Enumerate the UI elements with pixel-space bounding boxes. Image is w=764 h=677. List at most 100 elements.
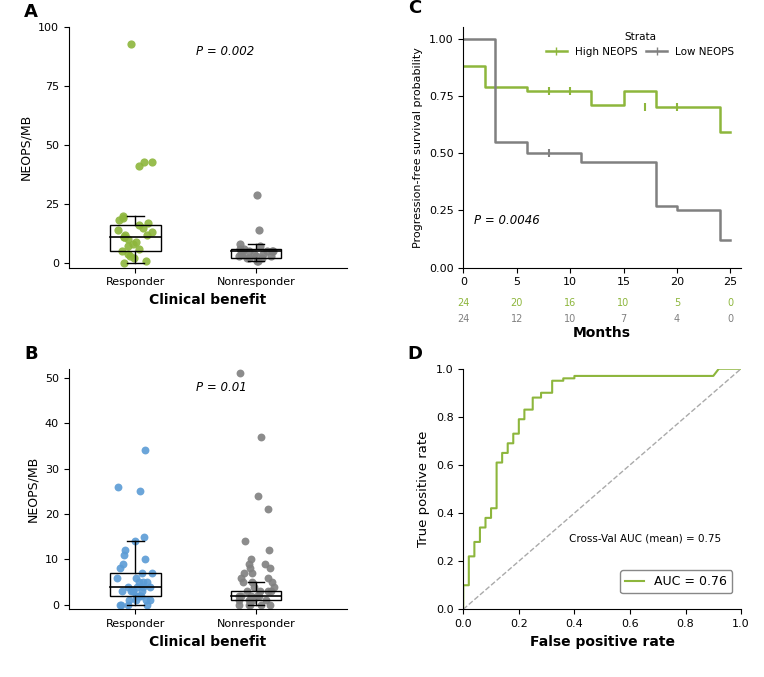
Legend: AUC = 0.76: AUC = 0.76 bbox=[620, 571, 732, 594]
X-axis label: Months: Months bbox=[573, 326, 631, 341]
Text: 24: 24 bbox=[457, 313, 469, 324]
Point bbox=[136, 567, 148, 578]
Point bbox=[264, 563, 276, 574]
Point bbox=[129, 536, 141, 546]
Point bbox=[235, 590, 247, 601]
Point bbox=[112, 225, 124, 236]
Point bbox=[135, 586, 147, 596]
Point bbox=[144, 595, 156, 606]
Point bbox=[264, 599, 276, 610]
Point bbox=[234, 239, 246, 250]
Point bbox=[116, 586, 128, 596]
Point bbox=[254, 586, 266, 596]
Point bbox=[115, 599, 128, 610]
Text: 10: 10 bbox=[564, 313, 576, 324]
Point bbox=[238, 243, 250, 254]
Point bbox=[263, 545, 275, 556]
Point bbox=[130, 236, 142, 247]
Point bbox=[241, 586, 253, 596]
Point bbox=[145, 156, 157, 167]
Text: 5: 5 bbox=[674, 299, 680, 308]
Text: A: A bbox=[24, 3, 38, 22]
Point bbox=[233, 590, 245, 601]
Point bbox=[137, 581, 149, 592]
Text: 12: 12 bbox=[510, 313, 523, 324]
Point bbox=[266, 577, 278, 588]
Point bbox=[141, 230, 154, 240]
Text: P = 0.0046: P = 0.0046 bbox=[474, 215, 540, 227]
Point bbox=[253, 225, 265, 236]
Text: B: B bbox=[24, 345, 38, 363]
Y-axis label: NEOPS/MB: NEOPS/MB bbox=[26, 456, 40, 522]
Point bbox=[118, 550, 131, 561]
Point bbox=[134, 486, 146, 497]
Legend: High NEOPS, Low NEOPS: High NEOPS, Low NEOPS bbox=[542, 28, 739, 61]
Text: 20: 20 bbox=[510, 299, 523, 308]
Point bbox=[243, 253, 255, 263]
Point bbox=[248, 581, 261, 592]
Point bbox=[118, 230, 131, 240]
Text: 0: 0 bbox=[727, 299, 733, 308]
Point bbox=[115, 599, 127, 610]
Point bbox=[255, 599, 267, 610]
Point bbox=[130, 572, 142, 583]
Text: Cross-Val AUC (mean) = 0.75: Cross-Val AUC (mean) = 0.75 bbox=[569, 534, 721, 544]
Text: C: C bbox=[408, 0, 421, 17]
Point bbox=[251, 255, 264, 266]
Point bbox=[112, 481, 124, 492]
Point bbox=[134, 590, 146, 601]
Point bbox=[254, 241, 266, 252]
Text: P = 0.002: P = 0.002 bbox=[196, 45, 254, 58]
Point bbox=[234, 368, 246, 378]
Point bbox=[131, 581, 143, 592]
Point bbox=[243, 246, 255, 257]
Point bbox=[145, 567, 157, 578]
Point bbox=[139, 445, 151, 456]
Point bbox=[244, 554, 257, 565]
Point bbox=[127, 586, 139, 596]
Point bbox=[261, 504, 274, 515]
Point bbox=[133, 161, 145, 172]
Point bbox=[117, 213, 129, 223]
Point bbox=[138, 156, 150, 167]
Point bbox=[244, 590, 257, 601]
Point bbox=[133, 590, 145, 601]
Point bbox=[127, 239, 139, 250]
Point bbox=[259, 559, 271, 569]
Point bbox=[139, 255, 151, 266]
Point bbox=[244, 563, 256, 574]
Point bbox=[127, 586, 139, 596]
Point bbox=[239, 536, 251, 546]
Point bbox=[251, 590, 264, 601]
Point bbox=[233, 250, 245, 261]
Point bbox=[137, 577, 149, 588]
Text: 7: 7 bbox=[620, 313, 626, 324]
Point bbox=[113, 215, 125, 226]
Point bbox=[235, 248, 248, 259]
Point bbox=[118, 257, 131, 268]
Point bbox=[118, 232, 130, 242]
Point bbox=[117, 211, 129, 221]
Point bbox=[266, 246, 278, 257]
Point bbox=[130, 590, 142, 601]
Point bbox=[114, 563, 126, 574]
Point bbox=[251, 490, 264, 501]
Point bbox=[241, 253, 254, 263]
Point bbox=[138, 554, 151, 565]
X-axis label: False positive rate: False positive rate bbox=[529, 634, 675, 649]
Text: 0: 0 bbox=[727, 313, 733, 324]
Point bbox=[140, 595, 152, 606]
Point bbox=[253, 590, 265, 601]
Text: 4: 4 bbox=[674, 313, 680, 324]
Point bbox=[138, 531, 151, 542]
Point bbox=[111, 572, 123, 583]
Point bbox=[238, 567, 250, 578]
Point bbox=[133, 577, 145, 588]
Point bbox=[251, 255, 263, 266]
Point bbox=[234, 243, 246, 254]
Point bbox=[141, 599, 154, 610]
Point bbox=[256, 253, 268, 263]
Point bbox=[257, 248, 269, 259]
Point bbox=[133, 220, 145, 231]
Text: 10: 10 bbox=[617, 299, 630, 308]
